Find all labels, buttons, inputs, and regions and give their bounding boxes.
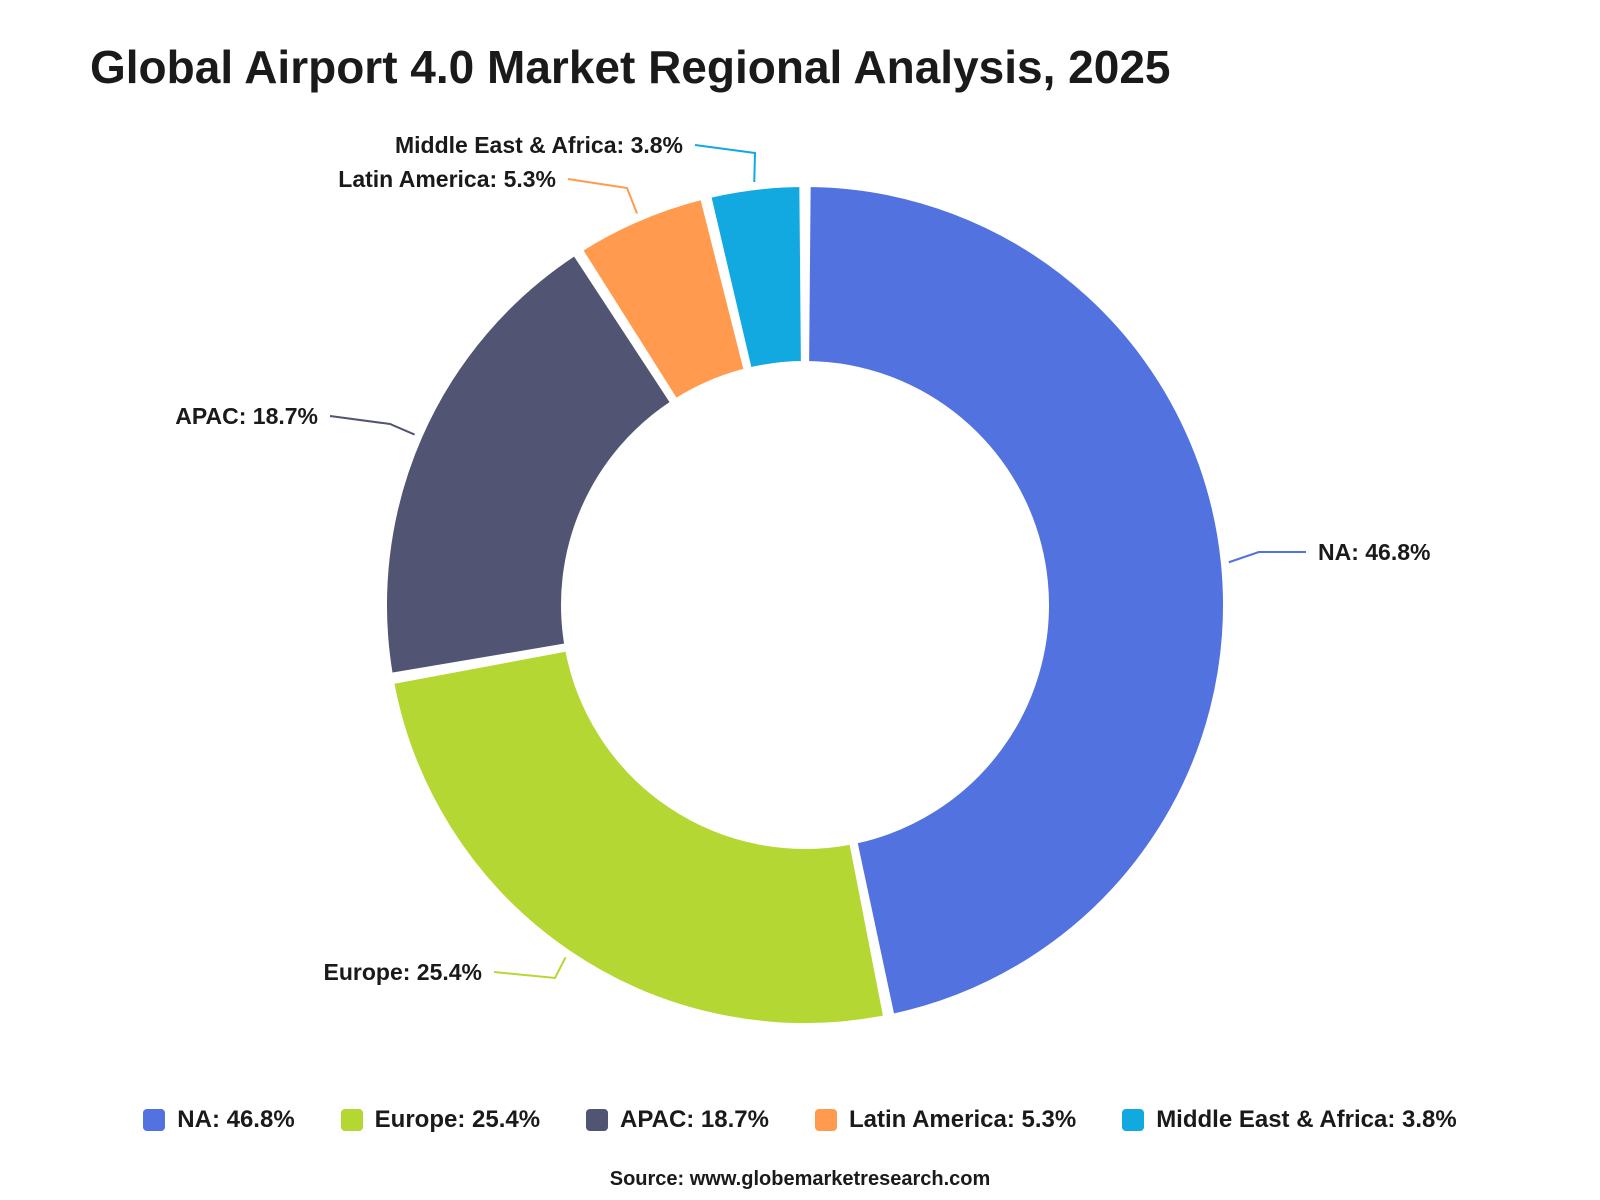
legend-label: NA: 46.8% — [177, 1106, 295, 1133]
legend-item-na[interactable]: NA: 46.8% — [143, 1106, 295, 1134]
legend-label: Middle East & Africa: 3.8% — [1156, 1106, 1457, 1133]
legend-swatch — [1122, 1109, 1145, 1131]
donut-chart: NA: 46.8% Europe: 25.4% APAC: 18.7% Latin A… — [175, 132, 1430, 1027]
leader-line-na — [1228, 551, 1306, 564]
leader-line-middle-east-africa — [694, 144, 757, 183]
slice-na[interactable] — [805, 183, 1227, 1018]
legend-swatch — [586, 1109, 609, 1131]
legend-item-middle-east-africa[interactable]: Middle East & Africa: 3.8% — [1122, 1106, 1457, 1134]
legend-swatch — [143, 1109, 166, 1131]
slice-middle-east-africa[interactable] — [707, 183, 805, 372]
leader-line-europe — [493, 956, 567, 980]
leader-line-latin-america — [567, 178, 638, 214]
chart-title: Global Airport 4.0 Market Regional Analy… — [90, 41, 1171, 93]
legend-item-latin-america[interactable]: Latin America: 5.3% — [814, 1106, 1077, 1134]
slice-label-na: NA: 46.8% — [1318, 539, 1430, 565]
legend-label: Latin America: 5.3% — [848, 1106, 1077, 1133]
legend-label: APAC: 18.7% — [620, 1106, 769, 1133]
legend-swatch — [814, 1109, 837, 1131]
legend-label: Europe: 25.4% — [374, 1106, 541, 1133]
slice-label-middle-east-africa: Middle East & Africa: 3.8% — [395, 132, 683, 158]
slice-europe[interactable] — [390, 647, 888, 1027]
slice-latin-america[interactable] — [578, 195, 748, 403]
source-note: Source: www.globemarketresearch.com — [609, 1168, 991, 1190]
slice-label-latin-america: Latin America: 5.3% — [338, 166, 556, 192]
slice-label-apac: APAC: 18.7% — [175, 403, 318, 429]
legend-item-europe[interactable]: Europe: 25.4% — [340, 1106, 541, 1134]
legend-item-apac[interactable]: APAC: 18.7% — [586, 1106, 769, 1134]
slice-apac[interactable] — [383, 251, 675, 677]
legend-swatch — [340, 1109, 363, 1131]
slice-label-europe: Europe: 25.4% — [324, 959, 483, 985]
chart-legend: NA: 46.8% Europe: 25.4% APAC: 18.7% Latin A… — [0, 1106, 1600, 1134]
leader-line-apac — [329, 415, 415, 436]
